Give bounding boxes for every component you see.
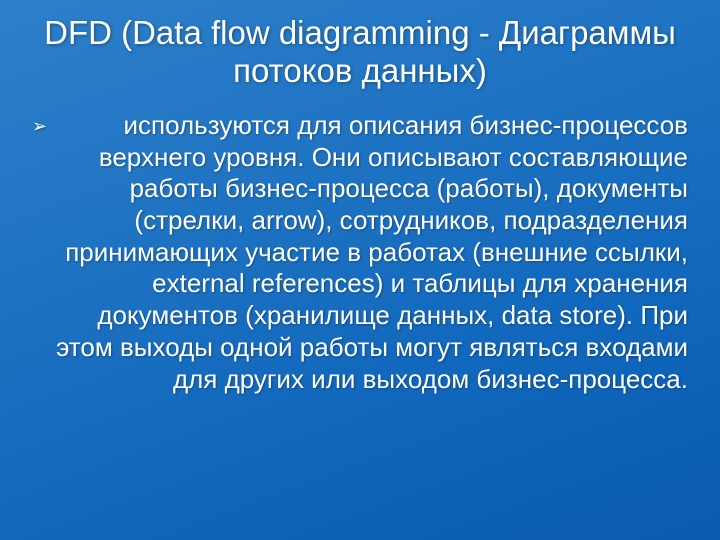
slide: DFD (Data flow diagramming - Диаграммы п…	[0, 0, 720, 540]
body-container: ➢ используются для описания бизнес-проце…	[28, 110, 692, 395]
bullet-icon: ➢	[32, 116, 47, 137]
body-text: используются для описания бизнес-процесс…	[53, 110, 688, 395]
slide-title: DFD (Data flow diagramming - Диаграммы п…	[28, 14, 692, 90]
